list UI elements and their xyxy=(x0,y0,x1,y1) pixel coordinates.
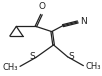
Text: CH₃: CH₃ xyxy=(3,63,18,72)
Text: CH₃: CH₃ xyxy=(85,62,101,71)
Text: S: S xyxy=(68,52,74,60)
Text: S: S xyxy=(29,52,35,61)
Text: O: O xyxy=(39,2,46,11)
Text: N: N xyxy=(80,17,86,26)
